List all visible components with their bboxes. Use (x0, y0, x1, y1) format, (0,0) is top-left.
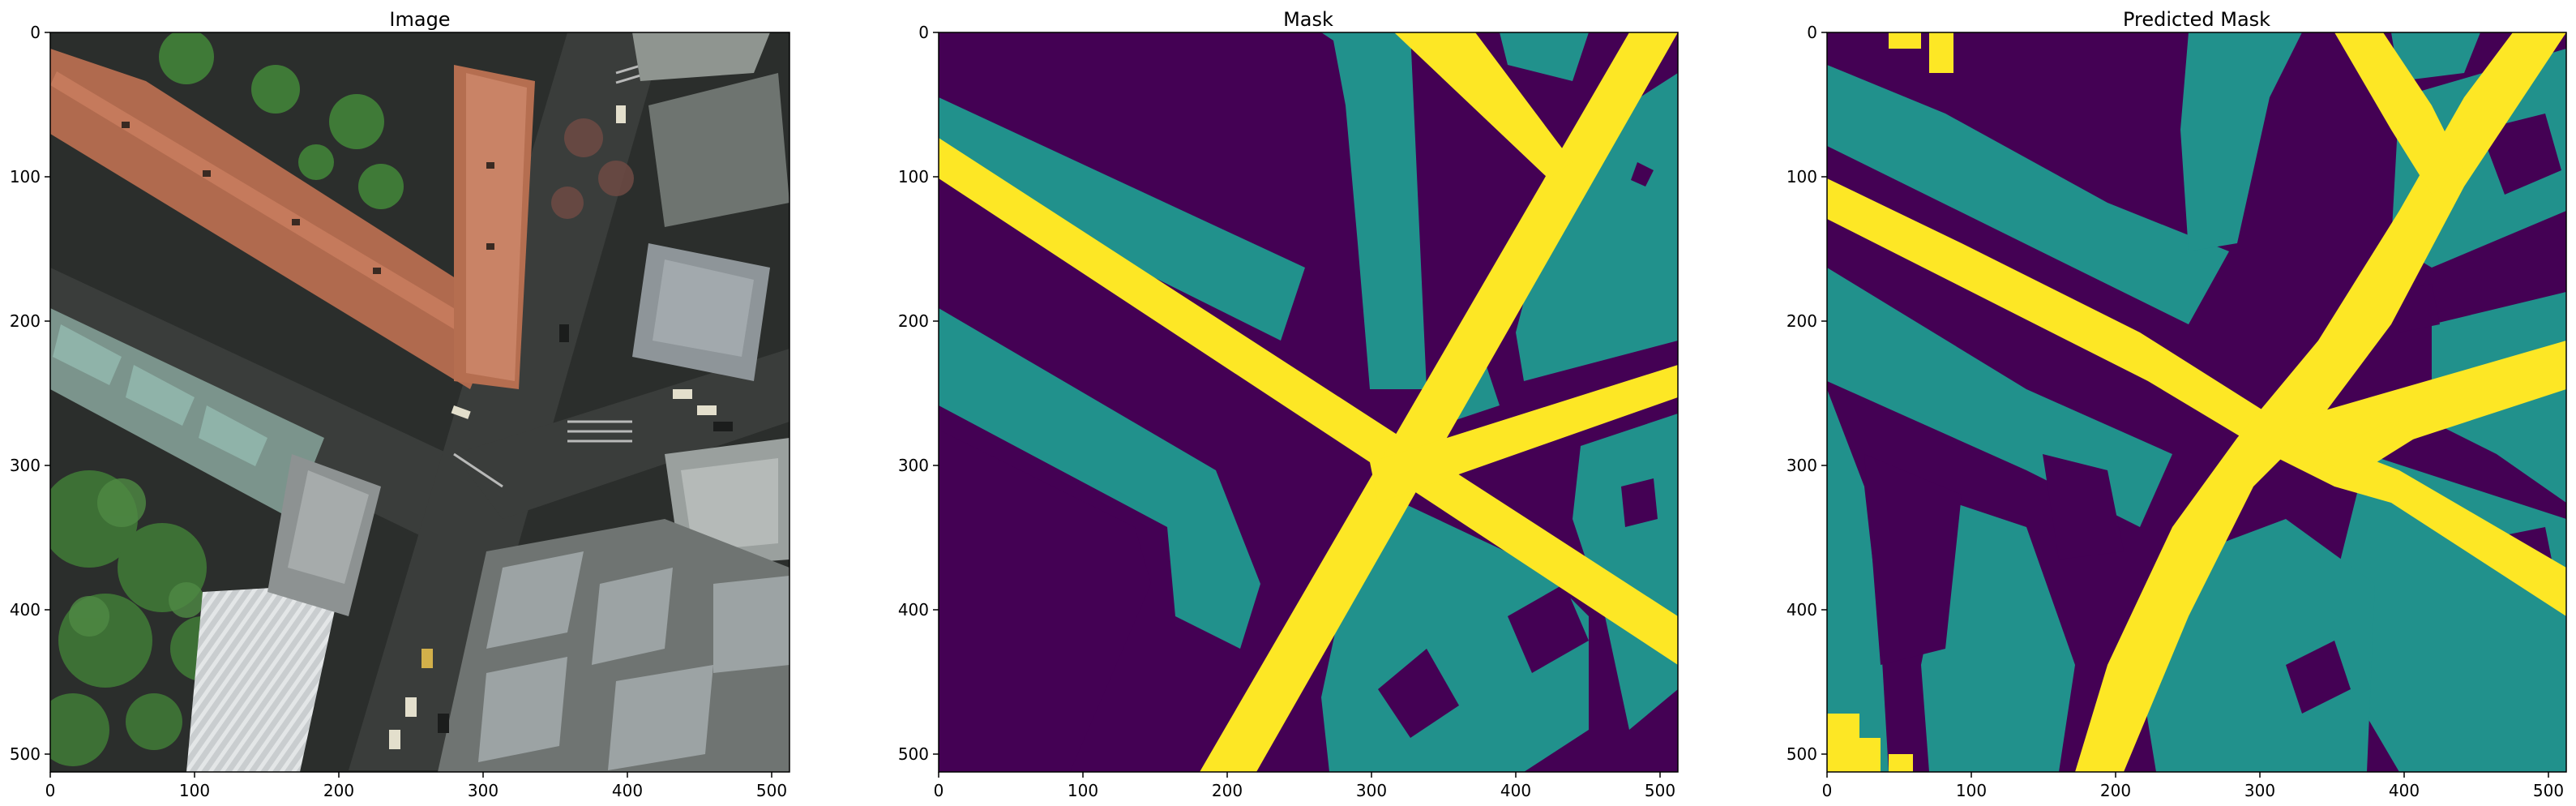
y-tick-label: 200 (1787, 311, 1817, 331)
y-tick-label: 500 (898, 744, 929, 764)
x-tick-label: 300 (2244, 781, 2275, 800)
y-tick-labels-image: 0 100 200 300 400 500 (10, 23, 41, 764)
x-tick-label: 400 (2389, 781, 2420, 800)
axes-frame-mask (938, 32, 1679, 773)
y-tick-label: 300 (10, 456, 41, 475)
y-tick-label: 0 (30, 23, 41, 42)
y-tick-labels-mask: 0 100 200 300 400 500 (898, 23, 929, 764)
x-tick-label: 200 (1212, 781, 1243, 800)
y-tick-labels-predicted-mask: 0 100 200 300 400 500 (1787, 23, 1817, 764)
y-tick-label: 100 (10, 167, 41, 186)
mask-image (939, 32, 1678, 772)
x-tick-label: 0 (934, 781, 944, 800)
y-tick-label: 300 (898, 456, 929, 475)
x-tick-label: 400 (612, 781, 643, 800)
x-tick-label: 0 (1822, 781, 1833, 800)
y-tick-label: 300 (1787, 456, 1817, 475)
x-tick-label: 500 (2533, 781, 2564, 800)
predicted-mask-image (1827, 32, 2566, 772)
axes-frame-image (49, 32, 790, 773)
x-tick-label: 300 (468, 781, 499, 800)
y-tick-label: 500 (1787, 744, 1817, 764)
panel-mask: Mask (898, 8, 1679, 800)
y-tick-label: 400 (898, 600, 929, 620)
y-tick-label: 0 (918, 23, 929, 42)
y-tick-label: 0 (1807, 23, 1817, 42)
x-tick-label: 400 (1500, 781, 1531, 800)
x-tick-label: 500 (1645, 781, 1675, 800)
aerial-image (50, 32, 789, 772)
y-tick-label: 400 (10, 600, 41, 620)
panel-title-predicted-mask: Predicted Mask (2123, 8, 2270, 31)
x-tick-label: 100 (1068, 781, 1098, 800)
x-tick-label: 0 (45, 781, 56, 800)
y-tick-label: 500 (10, 744, 41, 764)
x-tick-labels-predicted-mask: 0 100 200 300 400 500 (1822, 781, 2564, 800)
x-tick-label: 200 (2100, 781, 2131, 800)
x-tick-labels-image: 0 100 200 300 400 500 (45, 781, 787, 800)
x-tick-label: 100 (1956, 781, 1987, 800)
y-tick-label: 200 (10, 311, 41, 331)
x-tick-label: 300 (1356, 781, 1387, 800)
panel-title-image: Image (389, 8, 450, 31)
y-tick-label: 100 (1787, 167, 1817, 186)
panel-image: Image (10, 8, 790, 800)
x-tick-label: 500 (756, 781, 787, 800)
panel-title-mask: Mask (1283, 8, 1333, 31)
x-tick-labels-mask: 0 100 200 300 400 500 (934, 781, 1675, 800)
x-tick-label: 100 (179, 781, 210, 800)
y-tick-label: 400 (1787, 600, 1817, 620)
axes-frame-predicted-mask (1826, 32, 2567, 773)
x-tick-label: 200 (323, 781, 354, 800)
y-tick-label: 100 (898, 167, 929, 186)
panel-predicted-mask: Predicted Mask (1787, 8, 2567, 800)
y-tick-label: 200 (898, 311, 929, 331)
